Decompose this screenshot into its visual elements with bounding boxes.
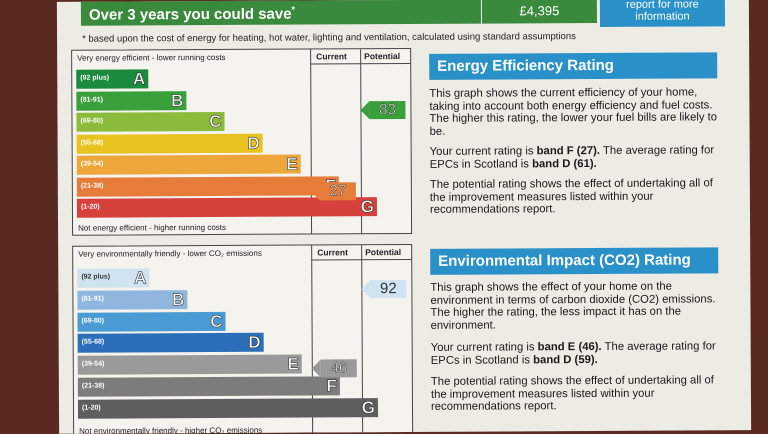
savings-label: Over 3 years you could save — [88, 5, 292, 24]
band-letter: E — [287, 354, 299, 374]
energy-col-potential: Potential — [364, 51, 401, 62]
band-letter: G — [361, 397, 376, 418]
band-range: (81-91) — [80, 96, 103, 104]
band-range: (21-38) — [81, 382, 105, 390]
energy-top-label: Very energy efficient - lower running co… — [77, 52, 226, 63]
energy-efficiency-chart: Very energy efficient - lower running co… — [71, 47, 413, 236]
energy-potential-arrow: 83 — [369, 101, 406, 120]
band-letter: G — [360, 197, 375, 217]
env-potential-arrow: 92 — [370, 279, 407, 299]
band-letter: C — [209, 111, 222, 132]
env-potential-value: 92 — [379, 280, 397, 298]
energy-info-p3: The potential rating shows the effect of… — [429, 177, 713, 217]
energy-bottom-label: Not energy efficient - higher running co… — [78, 222, 227, 233]
band-c: (69-80) C — [77, 311, 226, 332]
energy-info-p2: Your current rating is band F (27). The … — [430, 144, 720, 171]
band-c: (69-80) C — [76, 111, 225, 132]
env-bottom-label: Not environmentally friendly - higher CO… — [79, 425, 263, 434]
band-e: (39-54) E — [76, 154, 301, 175]
env-info-p3: The potential rating shows the effect of… — [430, 374, 714, 414]
env-current-arrow: 46 — [320, 359, 357, 378]
energy-current-value: 27 — [329, 182, 347, 200]
band-range: (69-80) — [80, 117, 104, 125]
band-range: (21-38) — [80, 182, 104, 190]
env-info-p2: Your current rating is band E (46). The … — [431, 340, 721, 367]
text-bold: band D (59). — [533, 353, 598, 366]
savings-value: £4,395 — [481, 0, 597, 24]
band-d: (55-68) D — [76, 133, 263, 154]
band-g: (1-20) G — [77, 397, 379, 419]
band-letter: B — [171, 90, 184, 110]
band-letter: D — [247, 133, 260, 153]
env-info-title: Environmental Impact (CO2) Rating — [430, 247, 719, 275]
band-range: (92 plus) — [80, 74, 110, 82]
band-range: (39-54) — [80, 160, 104, 168]
env-col-potential: Potential — [365, 247, 402, 258]
band-b: (81-91) B — [76, 90, 187, 111]
band-a: (92 plus) A — [77, 268, 150, 288]
text-span: Your current rating is — [429, 145, 537, 158]
band-letter: B — [172, 289, 185, 310]
env-top-label: Very environmentally friendly - lower CO… — [78, 248, 262, 259]
text-bold: band F (27). — [536, 144, 601, 158]
band-letter: A — [133, 268, 147, 288]
footnote: * based upon the cost of energy for heat… — [82, 31, 576, 45]
env-current-value: 46 — [330, 359, 348, 377]
band-f: (21-38) F — [77, 376, 340, 397]
band-a: (92 plus) A — [76, 69, 149, 89]
band-letter: E — [286, 154, 298, 174]
savings-banner: Over 3 years you could save* — [80, 0, 481, 26]
environmental-impact-chart: Very environmentally friendly - lower CO… — [72, 243, 414, 434]
energy-col-current: Current — [316, 51, 347, 62]
band-range: (92 plus) — [81, 273, 111, 281]
energy-potential-value: 83 — [379, 101, 396, 119]
band-range: (55-68) — [81, 338, 105, 347]
energy-info-title: Energy Efficiency Rating — [429, 52, 718, 80]
band-range: (1-20) — [81, 404, 101, 412]
text-span: Your current rating is — [430, 341, 538, 354]
report-link[interactable]: report for more information — [599, 0, 726, 27]
band-letter: C — [210, 311, 223, 331]
band-f: (21-38)F — [76, 176, 339, 197]
band-letter: F — [326, 376, 337, 396]
band-range: (39-54) — [81, 360, 105, 368]
band-range: (81-91) — [81, 295, 105, 303]
band-letter: D — [248, 333, 261, 353]
band-range: (55-68) — [80, 139, 104, 147]
env-info-p1: This graph shows the effect of your home… — [430, 280, 716, 332]
energy-info-p1: This graph shows the current efficiency … — [429, 86, 718, 138]
epc-document: Over 3 years you could save* £4,395 repo… — [56, 0, 752, 434]
savings-marker: * — [291, 4, 296, 15]
band-range: (1-20) — [80, 203, 100, 211]
band-b: (81-91) B — [77, 289, 188, 310]
text-bold: band D (61). — [532, 157, 597, 170]
energy-current-arrow: 27 — [319, 182, 356, 201]
band-e: (39-54) E — [77, 354, 302, 375]
text-bold: band E (46). — [537, 340, 602, 354]
band-letter: A — [132, 69, 146, 89]
env-col-current: Current — [317, 247, 348, 258]
band-d: (55-68) D — [77, 333, 264, 354]
band-range: (69-80) — [81, 317, 105, 325]
